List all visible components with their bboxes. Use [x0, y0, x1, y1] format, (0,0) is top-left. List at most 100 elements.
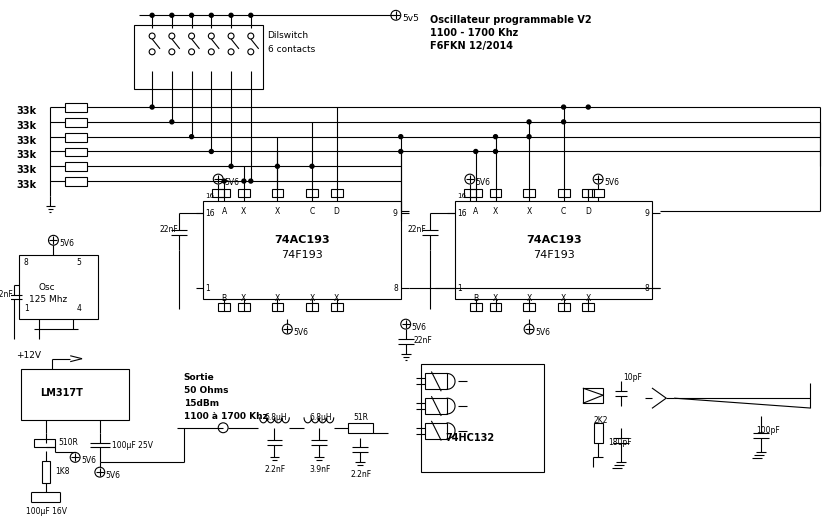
Bar [306, 189, 318, 197]
Text: 33k: 33k [16, 121, 36, 131]
Text: 9: 9 [645, 209, 650, 218]
Text: X: X [275, 293, 280, 303]
Text: X: X [493, 293, 498, 303]
Text: 22nF: 22nF [159, 226, 178, 234]
Text: 5V6: 5V6 [412, 323, 427, 331]
Text: 16: 16 [206, 209, 215, 218]
Circle shape [229, 164, 233, 168]
Bar [65, 148, 87, 157]
Bar [65, 177, 87, 186]
Bar [523, 189, 535, 197]
Bar [306, 303, 318, 311]
Text: 510R: 510R [58, 437, 78, 447]
Bar [557, 303, 570, 311]
Text: 6.8µH: 6.8µH [265, 413, 287, 422]
Text: B: B [473, 293, 478, 303]
Bar [19, 255, 98, 319]
Text: 100µF 16V: 100µF 16V [26, 507, 67, 516]
Text: A: A [473, 207, 478, 216]
Bar [65, 103, 87, 112]
Bar [489, 303, 502, 311]
Bar [21, 369, 130, 420]
Bar [218, 189, 230, 197]
Circle shape [473, 149, 478, 153]
Circle shape [150, 14, 154, 17]
Circle shape [210, 149, 213, 153]
Text: Oscillateur programmable V2: Oscillateur programmable V2 [430, 15, 592, 25]
Text: 1: 1 [24, 304, 28, 313]
Text: X: X [241, 293, 246, 303]
Bar [238, 189, 250, 197]
Bar [42, 461, 51, 483]
Circle shape [242, 179, 246, 183]
Circle shape [170, 120, 174, 124]
Text: 180pF: 180pF [608, 437, 631, 447]
Text: 22nF: 22nF [414, 336, 433, 346]
Text: 1: 1 [457, 283, 462, 293]
Circle shape [190, 14, 194, 17]
Text: 16: 16 [206, 193, 215, 199]
Bar [331, 303, 343, 311]
Circle shape [229, 14, 233, 17]
Text: 8: 8 [645, 283, 650, 293]
Text: 5v5: 5v5 [403, 14, 419, 23]
Text: 9: 9 [393, 209, 398, 218]
Text: 5V6: 5V6 [293, 327, 308, 337]
Text: X: X [275, 207, 280, 216]
Text: X: X [586, 293, 591, 303]
Text: 74AC193: 74AC193 [526, 235, 582, 245]
Text: 2K2: 2K2 [593, 416, 607, 425]
Text: 74F193: 74F193 [281, 250, 323, 260]
Bar [523, 303, 535, 311]
Bar [212, 189, 224, 197]
Text: 6 contacts: 6 contacts [268, 45, 314, 54]
Text: 74F193: 74F193 [532, 250, 575, 260]
Bar [489, 189, 502, 197]
Bar [420, 364, 544, 472]
Circle shape [399, 135, 403, 139]
Bar [470, 303, 482, 311]
Circle shape [527, 120, 531, 124]
Text: 125 Mhz: 125 Mhz [29, 294, 67, 304]
Circle shape [562, 105, 566, 109]
Circle shape [249, 14, 253, 17]
Text: B: B [221, 293, 226, 303]
Text: 100pF: 100pF [756, 426, 780, 435]
Bar [594, 423, 603, 443]
Text: 33k: 33k [16, 136, 36, 146]
Text: Dilswitch: Dilswitch [268, 31, 309, 40]
Circle shape [222, 179, 226, 183]
Text: D: D [586, 207, 592, 216]
Text: 22nF: 22nF [0, 290, 13, 299]
Text: A: A [221, 207, 227, 216]
Bar [583, 388, 603, 403]
Text: 33k: 33k [16, 106, 36, 116]
Circle shape [190, 135, 194, 139]
Text: 51R: 51R [354, 413, 369, 422]
Circle shape [150, 105, 154, 109]
Text: 15dBm: 15dBm [184, 399, 219, 408]
Text: 8: 8 [393, 283, 398, 293]
Text: 100µF 25V: 100µF 25V [111, 441, 152, 450]
Circle shape [493, 135, 498, 139]
Bar [65, 118, 87, 127]
Circle shape [275, 164, 280, 168]
Text: 1: 1 [206, 283, 210, 293]
Text: 33k: 33k [16, 150, 36, 160]
Bar [238, 303, 250, 311]
Bar [425, 398, 447, 414]
Text: 4: 4 [77, 304, 81, 313]
Text: 74HC132: 74HC132 [445, 433, 494, 443]
Text: 33k: 33k [16, 165, 36, 175]
Text: Osc: Osc [38, 283, 55, 292]
Bar [331, 189, 343, 197]
Text: 5V6: 5V6 [535, 327, 550, 337]
Text: 16: 16 [457, 193, 466, 199]
Text: 1100 - 1700 Khz: 1100 - 1700 Khz [430, 28, 518, 38]
Circle shape [587, 105, 590, 109]
Text: Sortie: Sortie [184, 374, 215, 383]
Circle shape [527, 135, 531, 139]
Text: X: X [527, 293, 532, 303]
Bar [349, 423, 374, 433]
Circle shape [210, 14, 213, 17]
